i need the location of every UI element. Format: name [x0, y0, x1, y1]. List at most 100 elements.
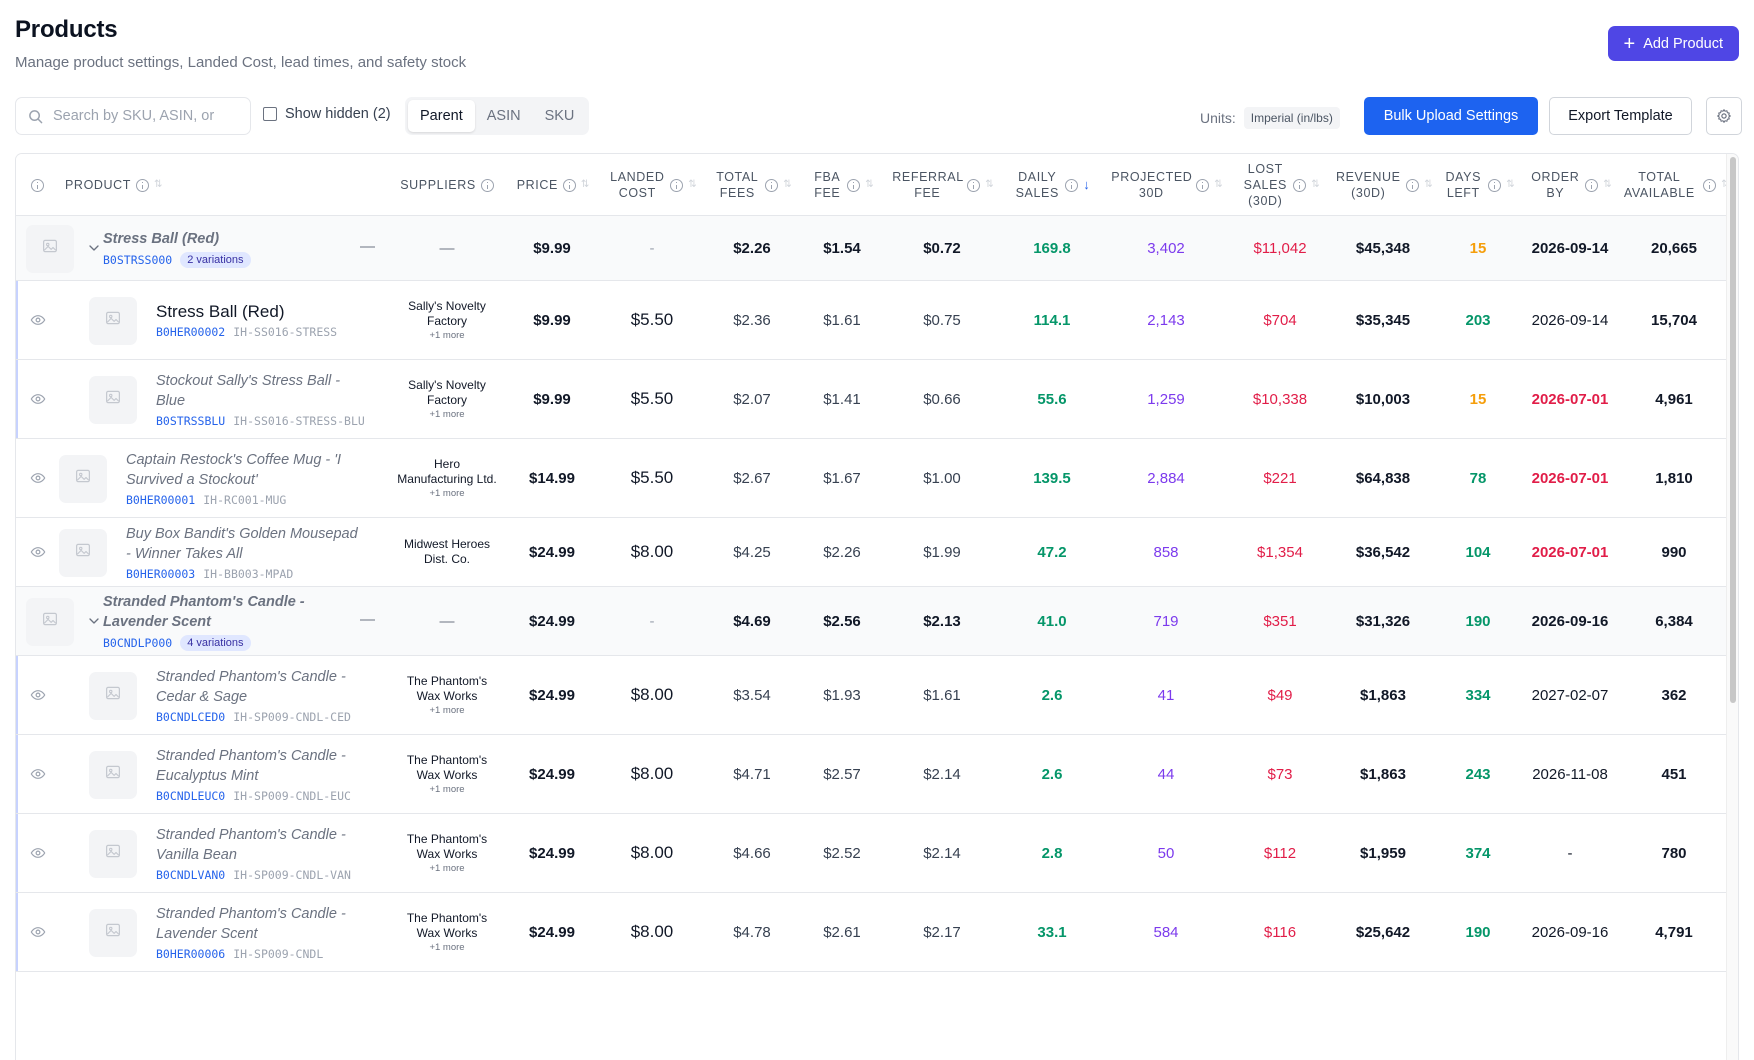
supplier-more[interactable]: +1 more: [429, 408, 465, 420]
header-days-left[interactable]: DAYS LEFT ⇅: [1436, 154, 1520, 216]
header-daily-sales[interactable]: DAILY SALES ↓: [1002, 154, 1102, 216]
parent-product-row[interactable]: Stranded Phantom's Candle - Lavender Sce…: [16, 587, 1728, 656]
cell-lost: $351: [1263, 612, 1297, 630]
visibility-eye-icon[interactable]: [30, 544, 46, 560]
toolbar: Show hidden (2) Parent ASIN SKU Units: I…: [15, 97, 1742, 135]
cell-available: 6,384: [1655, 612, 1693, 630]
asin-link[interactable]: B0CNDLVAN0: [156, 867, 226, 882]
product-row[interactable]: Captain Restock's Coffee Mug - 'I Surviv…: [16, 439, 1728, 518]
view-tab-parent[interactable]: Parent: [408, 100, 475, 132]
visibility-eye-icon[interactable]: [30, 766, 46, 782]
export-template-button[interactable]: Export Template: [1549, 97, 1692, 135]
table-settings-button[interactable]: [1706, 97, 1742, 135]
supplier-cell[interactable]: The Phantom's Wax Works +1 more: [397, 656, 497, 734]
product-row[interactable]: Stress Ball (Red) B0HER00002 IH-SS016-STRE…: [16, 281, 1728, 360]
header-lost-sales[interactable]: LOST SALES (30D) ⇅: [1230, 154, 1330, 216]
cell-landed: -: [649, 612, 655, 630]
product-name[interactable]: Stranded Phantom's Candle - Cedar & Sage: [156, 668, 346, 705]
image-icon: [41, 237, 59, 260]
product-row[interactable]: Stranded Phantom's Candle - Eucalyptus M…: [16, 735, 1728, 814]
product-row[interactable]: Stockout Sally's Stress Ball - Blue B0STR…: [16, 360, 1728, 439]
asin-link[interactable]: B0STRSS000: [103, 252, 173, 267]
product-name[interactable]: Stress Ball (Red): [103, 230, 220, 247]
asin-link[interactable]: B0CNDLCED0: [156, 709, 226, 724]
header-landed-cost[interactable]: LANDED COST ⇅: [602, 154, 702, 216]
units-value[interactable]: Imperial (in/lbs): [1243, 107, 1340, 129]
header-order-by[interactable]: ORDER BY ⇅: [1520, 154, 1620, 216]
product-name[interactable]: Stranded Phantom's Candle - Lavender Sce…: [103, 593, 305, 630]
sort-icon: ⇅: [1721, 179, 1730, 190]
cell-days-left: 374: [1465, 844, 1491, 862]
header-total-available-label: TOTAL AVAILABLE: [1623, 170, 1695, 200]
supplier-cell[interactable]: The Phantom's Wax Works +1 more: [397, 735, 497, 813]
cell-price: $24.99: [529, 844, 575, 862]
supplier-more[interactable]: +1 more: [429, 329, 465, 341]
supplier-more[interactable]: +1 more: [429, 487, 465, 499]
asin-link[interactable]: B0HER00003: [126, 566, 196, 581]
supplier-cell[interactable]: Sally's Novelty Factory +1 more: [397, 360, 497, 438]
supplier-cell[interactable]: Midwest Heroes Dist. Co.: [397, 518, 497, 586]
show-hidden-checkbox[interactable]: [263, 107, 277, 121]
supplier-cell[interactable]: The Phantom's Wax Works +1 more: [397, 893, 497, 971]
show-hidden-toggle[interactable]: Show hidden (2): [263, 106, 391, 122]
add-product-button[interactable]: + Add Product: [1607, 26, 1739, 61]
product-name[interactable]: Stranded Phantom's Candle - Eucalyptus M…: [156, 747, 346, 784]
asin-link[interactable]: B0HER00001: [126, 492, 196, 507]
visibility-eye-icon[interactable]: [30, 391, 46, 407]
search-input[interactable]: [53, 108, 233, 124]
visibility-eye-icon[interactable]: [30, 470, 46, 486]
header-projected-30d[interactable]: PROJECTED 30D ⇅: [1102, 154, 1230, 216]
visibility-eye-icon[interactable]: [30, 924, 46, 940]
expand-chevron-icon[interactable]: [86, 240, 102, 256]
visibility-eye-icon[interactable]: [30, 687, 46, 703]
sort-icon: ⇅: [580, 179, 590, 190]
product-name[interactable]: Stranded Phantom's Candle - Vanilla Bean: [156, 826, 346, 863]
product-row[interactable]: Buy Box Bandit's Golden Mousepad - Winne…: [16, 518, 1728, 587]
supplier-more[interactable]: +1 more: [429, 862, 465, 874]
visibility-eye-icon[interactable]: [30, 845, 46, 861]
header-revenue[interactable]: REVENUE (30D) ⇅: [1330, 154, 1436, 216]
header-total-fees[interactable]: TOTAL FEES ⇅: [702, 154, 802, 216]
search-box[interactable]: [15, 97, 251, 135]
asin-link[interactable]: B0STRSSBLU: [156, 413, 226, 428]
products-table: PRODUCT ⇅ SUPPLIERS PRICE ⇅ LANDED COST ⇅ T…: [15, 153, 1739, 1060]
bulk-upload-settings-button[interactable]: Bulk Upload Settings: [1364, 97, 1538, 135]
header-referral-fee[interactable]: REFERRAL FEE ⇅: [882, 154, 1002, 216]
product-row[interactable]: Stranded Phantom's Candle - Vanilla Bean…: [16, 814, 1728, 893]
product-name[interactable]: Stranded Phantom's Candle - Lavender Sce…: [156, 905, 346, 942]
header-price[interactable]: PRICE ⇅: [502, 154, 602, 216]
supplier-more[interactable]: +1 more: [429, 783, 465, 795]
cell-projected: 50: [1157, 844, 1175, 862]
scrollbar-thumb[interactable]: [1730, 157, 1736, 703]
view-tab-sku[interactable]: SKU: [544, 108, 575, 124]
visibility-eye-icon[interactable]: [30, 312, 46, 328]
header-total-available[interactable]: TOTAL AVAILABLE ⇅: [1620, 154, 1730, 216]
product-row[interactable]: Stranded Phantom's Candle - Cedar & Sage…: [16, 656, 1728, 735]
supplier-cell[interactable]: Sally's Novelty Factory +1 more: [397, 281, 497, 359]
cell-order-by: 2026-11-08: [1532, 765, 1608, 783]
header-product[interactable]: PRODUCT ⇅: [65, 154, 345, 216]
asin-link[interactable]: B0HER00002: [156, 324, 226, 339]
asin-link[interactable]: B0CNDLP000: [103, 635, 173, 650]
parent-product-row[interactable]: Stress Ball (Red) B0STRSS000 2 variations —…: [16, 216, 1728, 281]
view-tab-asin[interactable]: ASIN: [486, 108, 521, 124]
asin-link[interactable]: B0HER00006: [156, 946, 226, 961]
header-suppliers[interactable]: SUPPLIERS: [392, 154, 502, 216]
sort-icon: ⇅: [1603, 179, 1612, 190]
header-fba-fee[interactable]: FBA FEE ⇅: [802, 154, 882, 216]
product-name[interactable]: Buy Box Bandit's Golden Mousepad - Winne…: [126, 525, 358, 562]
page-header: Products Manage product settings, Landed…: [15, 16, 1739, 76]
supplier-cell[interactable]: Hero Manufacturing Ltd. +1 more: [397, 439, 497, 517]
header-info[interactable]: [30, 154, 44, 216]
supplier-more[interactable]: +1 more: [429, 941, 465, 953]
supplier-cell[interactable]: The Phantom's Wax Works +1 more: [397, 814, 497, 892]
product-name[interactable]: Captain Restock's Coffee Mug - 'I Surviv…: [126, 451, 342, 488]
product-row[interactable]: Stranded Phantom's Candle - Lavender Sce…: [16, 893, 1728, 972]
asin-link[interactable]: B0CNDLEUC0: [156, 788, 226, 803]
expand-chevron-icon[interactable]: [86, 613, 102, 629]
vertical-scrollbar[interactable]: [1726, 154, 1738, 1060]
cell-available: 362: [1661, 686, 1687, 704]
product-name[interactable]: Stockout Sally's Stress Ball - Blue: [156, 372, 341, 409]
product-name[interactable]: Stress Ball (Red): [156, 301, 285, 321]
supplier-more[interactable]: +1 more: [429, 704, 465, 716]
